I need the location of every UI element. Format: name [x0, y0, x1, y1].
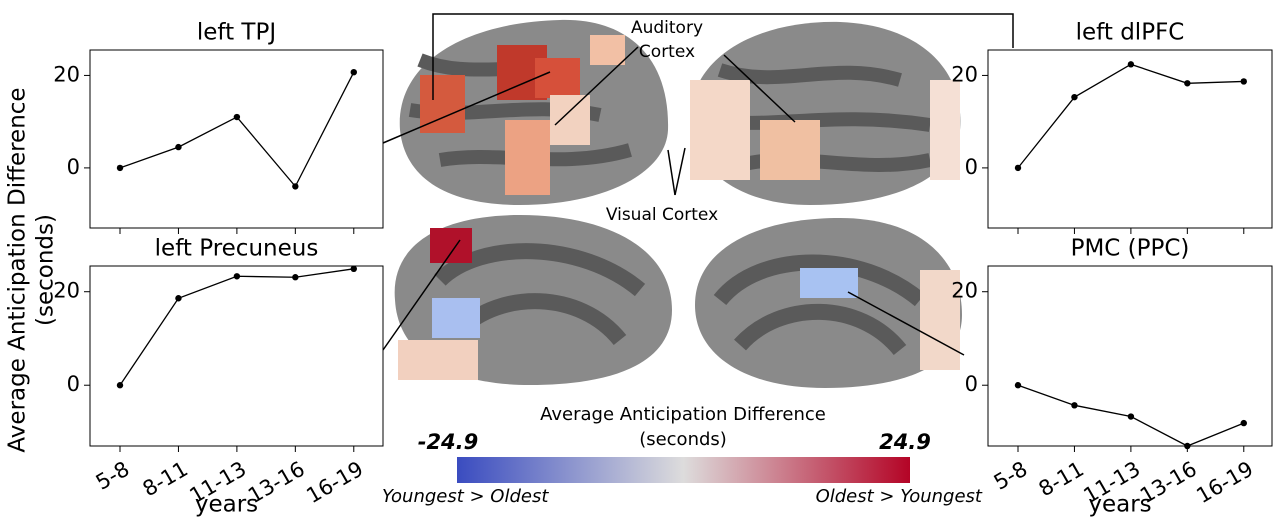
plot-frame: [89, 265, 384, 447]
x-tick-label: 5-8: [92, 457, 134, 495]
point: [1184, 80, 1191, 87]
x-tick-label: 8-11: [139, 457, 192, 502]
point: [116, 164, 124, 172]
connector-lines: [382, 13, 1014, 356]
x-tick-label: 8-11: [1035, 457, 1088, 502]
point: [175, 295, 182, 302]
point: [1184, 442, 1191, 450]
point: [1240, 78, 1247, 85]
point: [1071, 402, 1078, 409]
x-tick-label: 5-8: [990, 457, 1032, 495]
colorbar: [457, 457, 910, 483]
line: [119, 268, 354, 386]
colorbar-max: 24.9: [879, 430, 931, 454]
y-axis-label: Average Anticipation Difference: [5, 87, 31, 452]
line: [119, 71, 355, 188]
brain-lateral-left: [399, 19, 669, 206]
chart-title: PMC (PPC): [1071, 236, 1190, 262]
brain-medial-left: [394, 215, 672, 385]
y-tick-label: 0: [67, 372, 80, 396]
point: [292, 183, 299, 190]
y-tick-label: 20: [53, 62, 80, 86]
plot-frame: [987, 49, 1273, 229]
colorbar-title: Average Anticipation Difference: [540, 404, 826, 425]
y-tick-label: 20: [951, 279, 978, 303]
point: [350, 265, 357, 273]
y-tick-label: 20: [951, 62, 978, 86]
x-tick-label: 16-19: [302, 457, 367, 508]
point: [350, 68, 357, 76]
y-axis-label: (seconds): [33, 214, 59, 326]
brain-lateral-right: [690, 21, 961, 205]
y-tick-label: 0: [965, 372, 978, 396]
line: [1017, 63, 1244, 169]
point: [1127, 61, 1135, 68]
point: [1014, 164, 1022, 172]
y-tick-label: 0: [965, 155, 978, 179]
point: [175, 143, 182, 151]
plot-frame: [89, 49, 384, 229]
annotation: Visual Cortex: [606, 205, 718, 225]
chart-title: left dlPFC: [1076, 20, 1185, 46]
point: [1240, 419, 1247, 427]
point: [233, 113, 241, 121]
point: [116, 382, 124, 389]
x-axis-label: years: [1088, 492, 1151, 517]
point: [1071, 93, 1078, 101]
chart-title: left TPJ: [197, 20, 276, 46]
brain-medial-right: [695, 218, 962, 388]
colorbar-left-label: Youngest > Oldest: [382, 486, 549, 507]
colorbar-title: (seconds): [639, 429, 727, 450]
x-tick-label: 16-19: [1192, 457, 1257, 508]
point: [292, 274, 299, 281]
annotation: Cortex: [639, 42, 695, 62]
y-tick-label: 0: [67, 155, 80, 179]
colorbar-right-label: Oldest > Youngest: [816, 486, 983, 507]
point: [1014, 382, 1022, 389]
y-tick-label: 20: [53, 279, 80, 303]
x-axis-label: years: [195, 492, 258, 517]
point: [233, 273, 241, 280]
annotation: Auditory: [631, 18, 703, 38]
colorbar-min: -24.9: [418, 430, 479, 454]
chart-title: left Precuneus: [155, 236, 319, 262]
point: [1127, 413, 1135, 420]
plot-frame: [987, 265, 1273, 447]
